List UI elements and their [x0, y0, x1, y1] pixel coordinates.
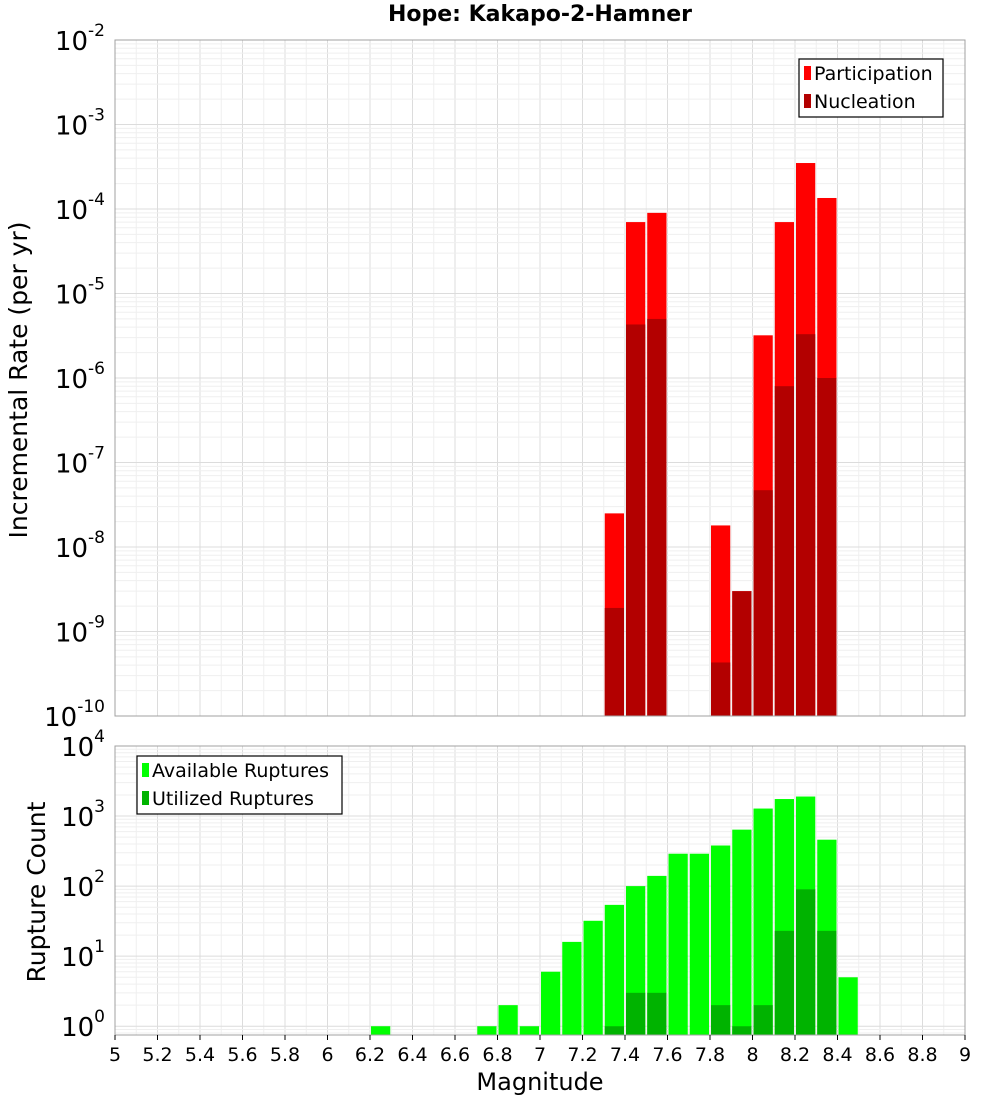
bar — [732, 829, 752, 1035]
bar — [753, 490, 773, 716]
bar — [541, 971, 561, 1035]
x-tick-label: 8.8 — [907, 1044, 937, 1066]
bar — [796, 334, 816, 716]
x-tick-label: 5.6 — [227, 1044, 257, 1066]
y-tick-label: 10-9 — [55, 613, 105, 649]
x-tick-label: 8.6 — [865, 1044, 895, 1066]
legend-box — [136, 755, 343, 815]
y-tick-label: 10-2 — [55, 21, 105, 57]
x-tick-label: 5.4 — [185, 1044, 215, 1066]
x-tick-label: 7 — [534, 1044, 546, 1066]
x-tick-label: 7.8 — [695, 1044, 725, 1066]
legend-label: Participation — [814, 63, 933, 85]
count-y-axis-label: Rupture Count — [22, 801, 51, 982]
rate-y-axis-label: Incremental Rate (per yr) — [4, 222, 33, 539]
x-tick-label: 5.8 — [270, 1044, 300, 1066]
bar — [711, 662, 731, 716]
bar — [498, 1005, 518, 1035]
x-tick-label: 8.2 — [780, 1044, 810, 1066]
count-y-ticks: 100 101 102 103 104 — [61, 727, 105, 1043]
x-tick-label: 5.2 — [142, 1044, 172, 1066]
bar — [626, 992, 646, 1035]
y-tick-label: 102 — [61, 867, 105, 903]
rate-legend: Participation Nucleation — [798, 58, 944, 118]
count-legend: Available Ruptures Utilized Ruptures — [136, 755, 343, 815]
y-tick-label: 10-10 — [44, 697, 105, 733]
y-tick-label: 10-7 — [55, 444, 105, 480]
bar — [796, 889, 816, 1035]
y-tick-label: 10-6 — [55, 359, 105, 395]
bar — [817, 930, 837, 1035]
bar — [583, 920, 603, 1035]
legend-swatch — [142, 791, 149, 805]
legend-label: Nucleation — [814, 91, 916, 113]
y-tick-label: 100 — [61, 1007, 105, 1043]
bar — [477, 1026, 497, 1035]
rate-panel: 10-10 10-9 10-8 10-7 10-6 10-5 10-4 10-3 10-2 Par… — [44, 21, 966, 733]
x-axis: 5 5.2 5.4 5.6 5.8 6 6.2 6.4 6.6 6.8 7 7.2 7.4 7.6 7.8 8… — [109, 1035, 971, 1066]
x-tick-label: 7.4 — [610, 1044, 640, 1066]
bar — [817, 378, 837, 716]
x-tick-label: 6.4 — [397, 1044, 427, 1066]
bar — [604, 1026, 624, 1035]
bar — [668, 853, 688, 1035]
y-tick-label: 101 — [61, 937, 105, 973]
bar — [711, 845, 731, 1035]
bar — [774, 386, 794, 716]
y-tick-label: 10-4 — [55, 190, 105, 226]
legend-label: Utilized Ruptures — [152, 788, 314, 810]
bar — [838, 977, 858, 1035]
bar — [732, 591, 752, 716]
bar — [604, 904, 624, 1035]
bar — [732, 1026, 752, 1035]
x-tick-label: 6.8 — [482, 1044, 512, 1066]
count-series-2 — [604, 889, 837, 1035]
rate-series-2 — [604, 318, 837, 716]
y-tick-label: 10-3 — [55, 106, 105, 142]
bar — [604, 607, 624, 716]
bar — [647, 992, 667, 1035]
bar — [371, 1026, 391, 1035]
bar — [562, 941, 582, 1035]
chart-title: Hope: Kakapo-2-Hamner — [387, 2, 693, 27]
bar — [774, 930, 794, 1035]
x-tick-label: 7.6 — [652, 1044, 682, 1066]
legend-swatch — [142, 763, 149, 777]
x-tick-label: 6 — [321, 1044, 333, 1066]
bar — [753, 808, 773, 1035]
bar — [647, 318, 667, 716]
bar — [753, 1005, 773, 1035]
bar — [519, 1026, 539, 1035]
y-tick-label: 103 — [61, 797, 105, 833]
legend-swatch — [804, 66, 811, 80]
legend-swatch — [804, 94, 811, 108]
rate-y-ticks: 10-10 10-9 10-8 10-7 10-6 10-5 10-4 10-3 10-2 — [44, 21, 105, 733]
x-tick-label: 5 — [109, 1044, 121, 1066]
x-tick-label: 7.2 — [567, 1044, 597, 1066]
count-panel: 100 101 102 103 104 Available Ruptures Utilize… — [61, 727, 966, 1043]
x-axis-label: Magnitude — [476, 1068, 603, 1096]
rate-grid — [114, 39, 966, 717]
bar — [711, 1005, 731, 1035]
y-tick-label: 104 — [61, 727, 105, 763]
y-tick-label: 10-8 — [55, 528, 105, 564]
legend-box — [798, 58, 944, 118]
x-tick-label: 6.6 — [440, 1044, 470, 1066]
y-tick-label: 10-5 — [55, 275, 105, 311]
rate-plot-frame — [114, 39, 966, 717]
x-tick-label: 8 — [746, 1044, 758, 1066]
bar — [626, 324, 646, 716]
x-tick-label: 6.2 — [355, 1044, 385, 1066]
x-tick-label: 9 — [959, 1044, 971, 1066]
legend-label: Available Ruptures — [152, 760, 329, 782]
x-tick-label: 8.4 — [822, 1044, 852, 1066]
bar — [689, 853, 709, 1035]
